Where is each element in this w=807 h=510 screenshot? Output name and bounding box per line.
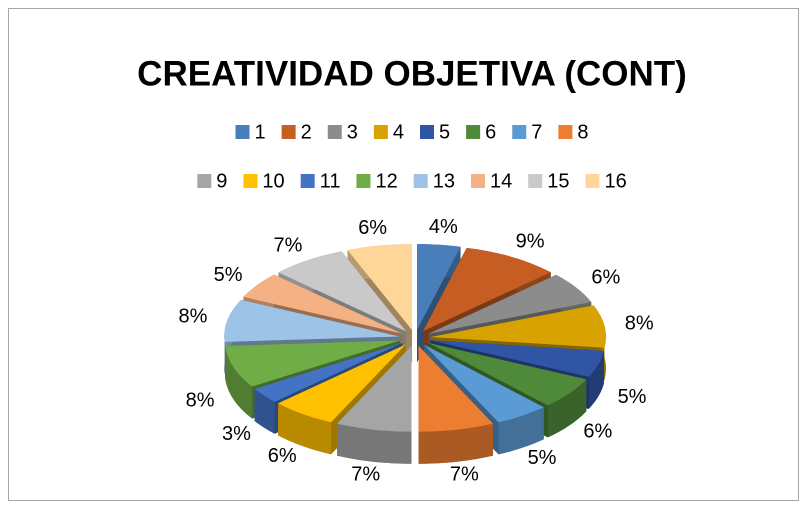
legend-swatch	[413, 174, 428, 188]
slice	[430, 305, 606, 348]
legend-row: 9 10 11 12 13 14 15 16	[197, 170, 627, 192]
pie: 4% 9% 6% 8% 5% 6% 5% 7% 7% 6% 3% 8% 8% 5% 7% 6%	[179, 216, 654, 486]
legend-label: 9	[216, 170, 227, 192]
legend-label: 14	[490, 170, 512, 192]
data-label: 6%	[358, 217, 387, 239]
legend-label: 6	[485, 121, 496, 143]
slice	[428, 274, 592, 334]
slice	[278, 344, 406, 423]
slice	[336, 345, 412, 432]
data-label: 5%	[528, 447, 557, 469]
legend-swatch	[585, 174, 600, 188]
slice	[254, 342, 403, 402]
legend-label: 4	[393, 121, 404, 143]
legend-swatch	[243, 174, 258, 188]
legend-label: 10	[262, 170, 284, 192]
legend-swatch	[558, 125, 573, 139]
legend-swatch	[300, 174, 315, 188]
data-label: 5%	[214, 264, 243, 286]
legend-swatch	[470, 174, 485, 188]
data-label: 7%	[450, 464, 479, 486]
data-label: 4%	[429, 216, 458, 238]
slice-side	[225, 345, 253, 419]
data-label: 5%	[618, 386, 647, 408]
legend-label: 16	[604, 170, 626, 192]
slice	[347, 244, 413, 331]
slice	[417, 244, 461, 331]
legend-row: 1 2 3 4 5 6 7 8	[235, 121, 589, 143]
legend-swatch	[528, 174, 543, 188]
slice	[224, 299, 400, 342]
legend-swatch	[197, 174, 212, 188]
slice	[243, 274, 402, 334]
data-label: 7%	[274, 234, 303, 256]
data-label: 9%	[516, 231, 545, 253]
data-label: 3%	[222, 423, 251, 445]
slice	[423, 247, 551, 332]
slice-side	[278, 403, 332, 455]
legend-swatch	[373, 125, 388, 139]
legend-swatch	[235, 125, 250, 139]
chart-title: CREATIVIDAD OBJETIVA (CONT)	[137, 54, 687, 93]
slice-side	[336, 423, 412, 464]
legend-label: 7	[531, 121, 542, 143]
legend-label: 11	[320, 170, 341, 192]
legend-label: 15	[547, 170, 569, 192]
slice-side	[498, 407, 544, 455]
legend-label: 5	[439, 121, 450, 143]
data-label: 8%	[186, 389, 215, 411]
data-label: 6%	[268, 445, 297, 467]
slice	[278, 251, 407, 332]
slice	[225, 340, 400, 387]
legend-label: 13	[433, 170, 455, 192]
data-label: 6%	[583, 420, 612, 442]
data-label: 6%	[591, 267, 620, 289]
data-label: 8%	[179, 305, 208, 327]
legend-swatch	[420, 125, 434, 139]
slice-side	[547, 379, 587, 438]
slice	[430, 340, 604, 377]
data-label: 7%	[351, 464, 380, 486]
legend-swatch	[356, 174, 371, 188]
slice	[427, 342, 587, 406]
slice-side	[254, 388, 275, 434]
legend-label: 1	[255, 121, 266, 143]
legend-label: 2	[301, 121, 312, 143]
slice-side	[418, 423, 494, 464]
legend-label: 8	[577, 121, 588, 143]
legend-label: 3	[347, 121, 358, 143]
slice	[418, 345, 494, 432]
legend-swatch	[327, 125, 342, 139]
legend-swatch	[466, 125, 481, 139]
legend-swatch	[281, 125, 296, 139]
legend: 1 2 3 4 5 6 7 89 10 11 12 13 14 15 16	[197, 121, 627, 192]
legend-label: 12	[375, 170, 397, 192]
slice	[423, 344, 544, 423]
legend-swatch	[512, 125, 527, 139]
data-label: 8%	[625, 312, 654, 334]
slice-side	[588, 351, 604, 409]
